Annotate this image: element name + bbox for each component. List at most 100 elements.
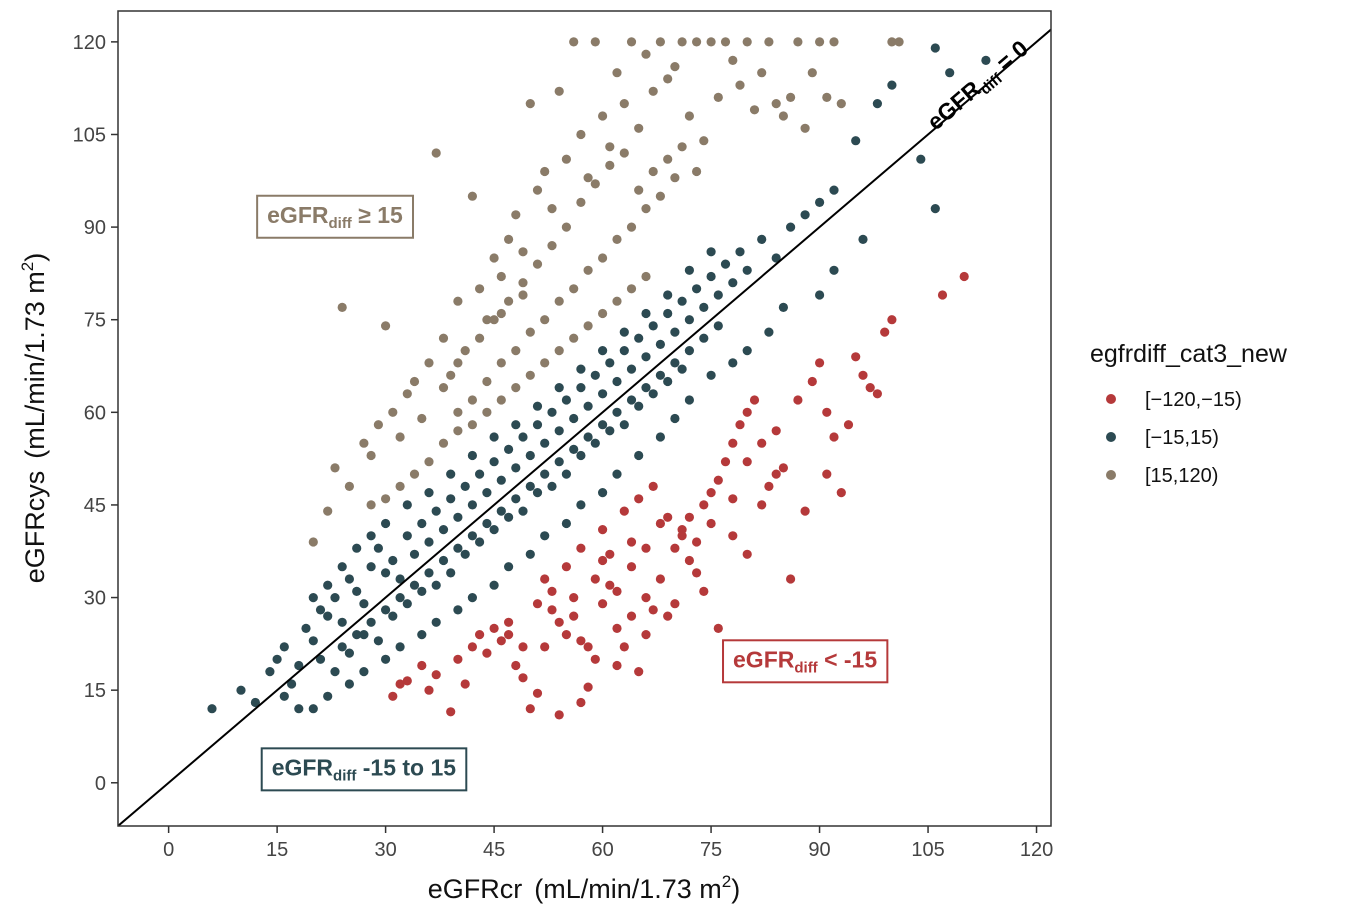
point-series-2-90	[438, 438, 449, 448]
point-series-1-44	[561, 395, 572, 405]
point-series-1-56	[648, 321, 658, 331]
point-series-1-143	[337, 562, 347, 572]
point-series-2-106	[409, 469, 420, 479]
reference-line	[118, 28, 1051, 826]
point-series-2-87	[641, 204, 651, 214]
point-series-0-0	[388, 691, 398, 701]
point-series-1-107	[417, 630, 427, 640]
legend-label-2: [15,120)	[1145, 465, 1218, 487]
point-series-1-28	[446, 494, 456, 504]
point-series-0-25	[583, 682, 593, 692]
point-series-0-103	[605, 549, 615, 559]
point-series-1-17	[366, 562, 376, 572]
point-series-0-78	[843, 420, 854, 430]
point-series-0-104	[626, 537, 637, 547]
point-series-2-59	[749, 105, 760, 115]
point-series-2-38	[598, 111, 608, 121]
point-series-1-85	[829, 265, 839, 275]
point-series-2-62	[771, 99, 781, 109]
point-series-2-67	[807, 68, 817, 78]
annotation-box-0	[256, 194, 415, 239]
point-series-1-140	[713, 321, 723, 331]
point-series-2-124	[692, 166, 702, 177]
point-series-2-58	[742, 37, 752, 47]
point-series-1-2	[250, 697, 260, 708]
point-series-0-101	[569, 611, 579, 621]
point-series-1-8	[301, 623, 311, 634]
point-series-0-68	[641, 630, 651, 640]
point-series-2-109	[366, 500, 376, 510]
point-series-2-83	[583, 265, 593, 275]
point-series-2-95	[511, 383, 521, 393]
point-series-1-160	[684, 265, 695, 275]
point-series-0-12	[489, 623, 499, 634]
point-series-2-31	[547, 204, 557, 214]
point-series-1-50	[605, 358, 615, 368]
point-series-0-65	[959, 271, 969, 282]
point-series-2-101	[598, 308, 608, 319]
point-series-2-42	[626, 37, 637, 47]
point-series-1-80	[930, 43, 940, 53]
point-series-0-100	[547, 586, 557, 597]
point-series-0-50	[778, 463, 789, 473]
point-series-1-131	[583, 432, 593, 442]
point-series-0-52	[793, 395, 803, 405]
point-series-2-7	[373, 420, 383, 430]
point-series-2-84	[598, 253, 608, 263]
point-series-2-10	[395, 432, 405, 442]
point-series-1-179	[532, 488, 543, 498]
point-series-0-67	[612, 660, 622, 671]
point-series-0-81	[576, 543, 586, 553]
point-series-1-96	[612, 469, 622, 479]
point-series-1-120	[424, 568, 434, 578]
point-series-2-35	[576, 129, 586, 140]
y-tick-label-0: 0	[95, 773, 106, 795]
point-series-1-174	[460, 549, 470, 559]
point-series-0-41	[699, 500, 709, 510]
point-series-0-27	[598, 599, 608, 609]
point-series-1-178	[518, 506, 528, 516]
point-series-0-54	[815, 358, 825, 368]
point-series-0-80	[561, 562, 572, 572]
point-series-1-26	[431, 506, 441, 516]
plot-border	[117, 10, 1052, 827]
point-series-1-59	[670, 327, 680, 337]
point-series-1-45	[569, 413, 579, 424]
point-series-1-18	[373, 543, 383, 553]
point-series-0-51	[786, 574, 796, 584]
legend-key-2	[1106, 470, 1116, 480]
point-series-2-76	[482, 376, 492, 387]
point-series-0-57	[836, 488, 846, 498]
point-series-1-121	[438, 555, 449, 566]
x-axis: 0 15 30 45 60 75 90 105 120	[163, 826, 1053, 861]
point-series-1-33	[482, 488, 492, 498]
point-series-2-37	[590, 37, 600, 47]
point-series-2-128	[496, 308, 506, 319]
point-series-0-62	[880, 327, 890, 337]
point-series-1-158	[641, 308, 651, 319]
x-tick-label-2: 30	[374, 839, 396, 861]
point-series-2-123	[677, 142, 687, 152]
point-series-1-66	[720, 259, 731, 269]
point-series-1-94	[655, 432, 666, 442]
point-series-1-64	[706, 271, 716, 282]
point-series-0-22	[561, 630, 572, 640]
point-series-1-51	[612, 376, 622, 387]
point-series-2-13	[417, 413, 427, 424]
x-tick-label-6: 90	[808, 839, 830, 861]
point-series-0-21	[554, 710, 564, 720]
point-series-1-153	[532, 401, 543, 411]
point-series-1-115	[352, 630, 362, 640]
point-series-1-34	[489, 457, 499, 467]
point-series-1-114	[337, 642, 347, 652]
point-series-0-75	[771, 426, 781, 436]
point-series-2-28	[525, 99, 535, 109]
point-series-1-67	[728, 278, 738, 288]
legend-entries: [−120,−15) [−15,15) [15,120)	[1106, 389, 1242, 487]
point-series-2-3	[337, 302, 347, 312]
point-series-2-79	[525, 327, 535, 337]
point-series-1-101	[525, 549, 535, 559]
point-series-1-42	[547, 407, 557, 417]
point-series-0-64	[937, 290, 948, 300]
